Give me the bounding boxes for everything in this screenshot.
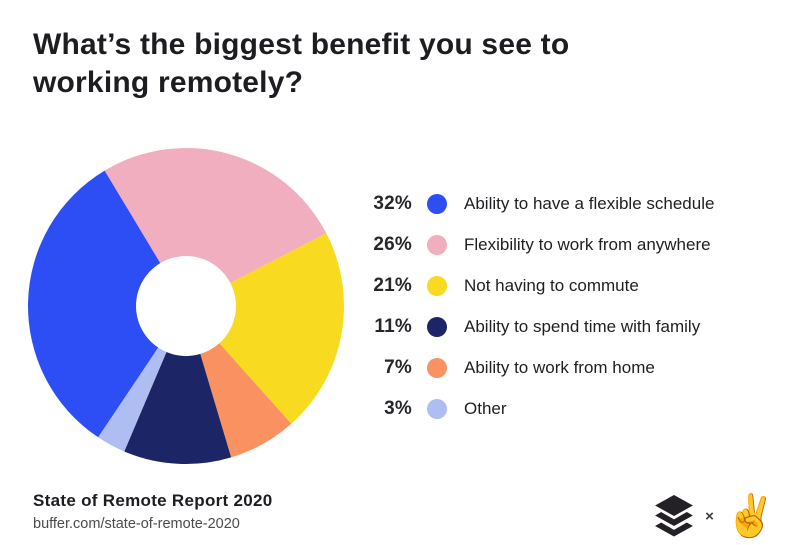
chart-legend: 32% Ability to have a flexible schedule … bbox=[366, 183, 714, 429]
legend-color-dot bbox=[427, 193, 447, 214]
legend-label: Not having to commute bbox=[464, 275, 639, 295]
legend-color-dot bbox=[427, 275, 447, 296]
legend-percent: 11% bbox=[374, 315, 412, 337]
source-url: buffer.com/state-of-remote-2020 bbox=[33, 516, 240, 532]
collaboration-x-separator: × bbox=[705, 507, 714, 525]
legend-label: Ability to work from home bbox=[464, 357, 655, 377]
footer-source: State of Remote Report 2020 buffer.com/s… bbox=[33, 491, 273, 532]
legend-label: Other bbox=[464, 398, 507, 418]
legend-color-dot bbox=[427, 357, 447, 378]
legend-label: Ability to have a flexible schedule bbox=[464, 193, 715, 213]
legend-row: 21% Not having to commute bbox=[366, 265, 714, 306]
donut-slice bbox=[200, 343, 292, 458]
legend-percent: 26% bbox=[373, 233, 412, 255]
donut-slice bbox=[124, 352, 232, 464]
legend-percent: 32% bbox=[373, 192, 412, 214]
legend-row: 26% Flexibility to work from anywhere bbox=[366, 224, 714, 265]
donut-slice bbox=[104, 148, 327, 283]
legend-percent: 3% bbox=[384, 397, 412, 419]
legend-percent: 7% bbox=[384, 356, 412, 378]
donut-slice bbox=[98, 347, 167, 452]
footer-logos: × ✌ bbox=[655, 491, 778, 541]
legend-row: 7% Ability to work from home bbox=[366, 347, 714, 388]
legend-row: 3% Other bbox=[366, 388, 714, 429]
legend-label: Flexibility to work from anywhere bbox=[464, 234, 711, 254]
page-title: What’s the biggest benefit you see to wo… bbox=[33, 28, 570, 99]
donut-slice bbox=[27, 170, 161, 438]
donut-chart bbox=[16, 136, 356, 476]
legend-row: 32% Ability to have a flexible schedule bbox=[366, 183, 714, 224]
legend-percent: 21% bbox=[373, 274, 412, 296]
donut-slice bbox=[219, 233, 344, 424]
report-title: State of Remote Report 2020 bbox=[33, 491, 273, 510]
legend-label: Ability to spend time with family bbox=[464, 316, 701, 336]
buffer-logo-icon bbox=[655, 495, 694, 537]
legend-color-dot bbox=[427, 316, 447, 337]
legend-color-dot bbox=[427, 398, 447, 419]
donut-chart-svg bbox=[27, 148, 344, 464]
legend-color-dot bbox=[427, 234, 447, 255]
peace-hand-icon: ✌ bbox=[723, 491, 778, 541]
legend-row: 11% Ability to spend time with family bbox=[366, 306, 714, 347]
